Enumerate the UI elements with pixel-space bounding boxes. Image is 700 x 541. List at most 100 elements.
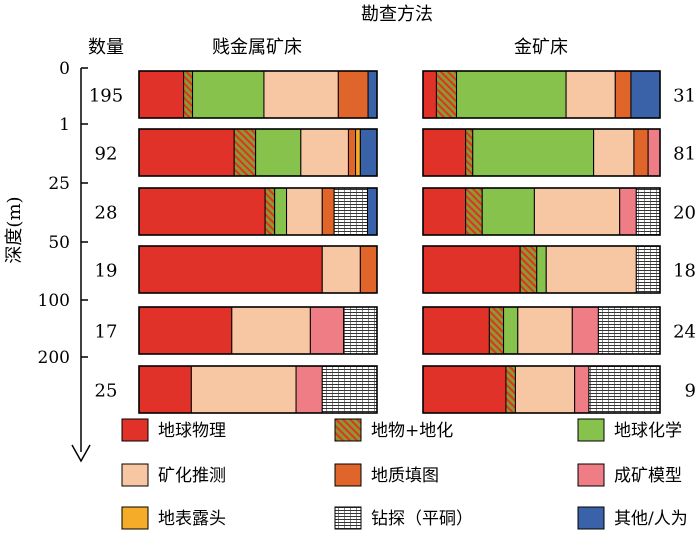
bar-segment (517, 306, 573, 355)
bar-outline (138, 306, 378, 355)
depth-ticks: 0 1 25 50 100 200 (38, 59, 88, 368)
bar-outline (422, 365, 661, 414)
bar-segment (503, 306, 519, 355)
depth-tick-label: 1 (59, 115, 70, 135)
row-count-label: 28 (95, 203, 118, 224)
row-count-label: 24 (673, 322, 696, 343)
bar-segment (366, 187, 378, 236)
row-count-label: 18 (673, 261, 696, 282)
legend-swatch (334, 506, 362, 530)
bar-segment (138, 245, 323, 294)
bar-segment (422, 245, 521, 294)
bar-segment (422, 128, 467, 177)
bar-segment (588, 365, 661, 414)
bar-segment (321, 187, 335, 236)
bar-segment (231, 306, 311, 355)
legend-swatch (121, 418, 149, 442)
bar-segment (647, 128, 661, 177)
panel-title-base-metal: 贱金属矿床 (212, 37, 302, 58)
bar-outline (138, 245, 378, 294)
y-axis-label: 深度(m) (4, 196, 25, 263)
legend-swatch (577, 506, 605, 530)
bar-segment (138, 306, 233, 355)
bar-segment (359, 245, 378, 294)
legend-swatch (121, 463, 149, 487)
bar-segment (571, 306, 599, 355)
bar-segment (597, 306, 661, 355)
legend-label: 地球化学 (614, 421, 682, 441)
legend-label: 地物+地化 (371, 421, 453, 441)
bar-segment (519, 245, 538, 294)
bar-segment (321, 365, 378, 414)
bar-segment (593, 128, 635, 177)
bar-segment (465, 128, 474, 177)
bar-segment (488, 306, 505, 355)
bar-segment (435, 70, 458, 119)
bar-segment (630, 70, 661, 119)
depth-tick-label: 50 (48, 233, 70, 253)
bar-segment (514, 365, 576, 414)
legend-label: 地球物理 (158, 421, 226, 441)
bar-outline (138, 187, 378, 236)
bar-segment (347, 128, 357, 177)
legend-label: 成矿模型 (614, 466, 682, 486)
bar-segment (321, 245, 361, 294)
bar-segment (635, 187, 661, 236)
depth-tick-label: 25 (48, 174, 70, 194)
row-count-label: 92 (95, 144, 118, 165)
bar-outline (422, 128, 661, 177)
row-count-label: 25 (95, 381, 118, 402)
bar-segment (309, 306, 345, 355)
bar-segment (264, 187, 276, 236)
legend-swatch (334, 418, 362, 442)
bar-outline (422, 245, 661, 294)
bar-segment (138, 187, 266, 236)
bar-segment (286, 187, 323, 236)
depth-tick-label: 200 (38, 348, 70, 368)
legend-swatch (577, 463, 605, 487)
bar-segment (233, 128, 257, 177)
bar-segment (138, 128, 235, 177)
row-count-label: 17 (95, 322, 118, 343)
legend-label: 地表露头 (158, 509, 226, 529)
legend-swatch (121, 506, 149, 530)
bar-segment (359, 128, 378, 177)
legend-label: 其他/人为 (614, 509, 688, 529)
legend-swatch (334, 463, 362, 487)
bar-segment (138, 70, 185, 119)
chart-title: 勘查方法 (361, 4, 433, 25)
row-count-label: 81 (673, 144, 696, 165)
row-count-label: 19 (95, 261, 118, 282)
legend-label: 地质填图 (371, 466, 439, 486)
bar-segment (456, 70, 567, 119)
row-count-label: 9 (685, 381, 696, 402)
bar-segment (295, 365, 323, 414)
bars (138, 70, 661, 414)
bar-segment (614, 70, 632, 119)
bar-outline (138, 365, 378, 414)
row-count-label: 195 (89, 86, 123, 107)
legend-swatch (577, 418, 605, 442)
bar-segment (565, 70, 616, 119)
bar-segment (255, 128, 302, 177)
depth-tick-label: 100 (38, 291, 70, 311)
bar-segment (343, 306, 378, 355)
bar-segment (183, 70, 194, 119)
bar-outline (138, 70, 378, 119)
bar-segment (300, 128, 349, 177)
bar-segment (536, 245, 547, 294)
bar-segment (422, 70, 437, 119)
bar-outline (422, 306, 661, 355)
legend-label: 钻探（平硐） (371, 509, 473, 529)
depth-tick-label: 0 (59, 59, 70, 79)
bar-segment (355, 128, 361, 177)
count-header: 数量 (88, 37, 124, 58)
bar-segment (574, 365, 590, 414)
bar-segment (422, 187, 467, 236)
bar-segment (274, 187, 288, 236)
row-counts: 195 92 28 19 17 25 31 81 20 18 24 9 (89, 86, 696, 402)
bar-segment (633, 128, 649, 177)
bar-outline (422, 70, 661, 119)
bar-segment (263, 70, 339, 119)
